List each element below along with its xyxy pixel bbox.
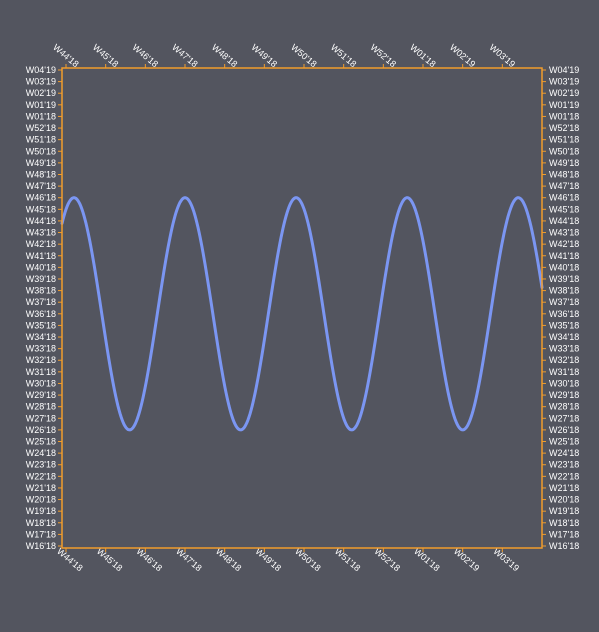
- y-tick-label-left: W02'19: [26, 88, 56, 98]
- y-tick-label-left: W23'18: [26, 460, 56, 470]
- y-tick-label-left: W34'18: [26, 332, 56, 342]
- y-tick-label-right: W21'18: [549, 483, 579, 493]
- y-tick-label-right: W18'18: [549, 518, 579, 528]
- y-tick-label-left: W17'18: [26, 529, 56, 539]
- y-tick-label-right: W50'18: [549, 146, 579, 156]
- y-tick-label-right: W44'18: [549, 216, 579, 226]
- y-tick-label-right: W27'18: [549, 413, 579, 423]
- y-tick-label-left: W38'18: [26, 286, 56, 296]
- y-tick-label-right: W02'19: [549, 88, 579, 98]
- y-tick-label-left: W24'18: [26, 448, 56, 458]
- y-tick-label-left: W47'18: [26, 181, 56, 191]
- y-tick-label-right: W19'18: [549, 506, 579, 516]
- y-tick-label-right: W39'18: [549, 274, 579, 284]
- y-tick-label-left: W41'18: [26, 251, 56, 261]
- y-tick-label-left: W50'18: [26, 146, 56, 156]
- y-tick-label-left: W48'18: [26, 169, 56, 179]
- y-tick-label-right: W25'18: [549, 437, 579, 447]
- y-tick-label-left: W32'18: [26, 355, 56, 365]
- y-tick-label-right: W32'18: [549, 355, 579, 365]
- y-tick-label-right: W49'18: [549, 158, 579, 168]
- y-tick-label-right: W45'18: [549, 204, 579, 214]
- y-tick-label-right: W01'19: [549, 100, 579, 110]
- y-tick-label-right: W33'18: [549, 344, 579, 354]
- y-tick-label-right: W23'18: [549, 460, 579, 470]
- y-tick-label-left: W35'18: [26, 320, 56, 330]
- y-tick-label-left: W20'18: [26, 495, 56, 505]
- y-tick-label-right: W41'18: [549, 251, 579, 261]
- y-tick-label-right: W37'18: [549, 297, 579, 307]
- y-tick-label-left: W16'18: [26, 541, 56, 551]
- y-tick-label-right: W16'18: [549, 541, 579, 551]
- y-tick-label-right: W30'18: [549, 378, 579, 388]
- y-tick-label-left: W39'18: [26, 274, 56, 284]
- y-tick-label-right: W31'18: [549, 367, 579, 377]
- y-tick-label-right: W26'18: [549, 425, 579, 435]
- y-tick-label-left: W30'18: [26, 378, 56, 388]
- y-tick-label-left: W19'18: [26, 506, 56, 516]
- y-tick-label-right: W38'18: [549, 286, 579, 296]
- y-tick-label-left: W29'18: [26, 390, 56, 400]
- plot-frame: [61, 67, 543, 549]
- y-tick-label-right: W20'18: [549, 495, 579, 505]
- y-tick-label-right: W04'19: [549, 65, 579, 75]
- y-tick-label-left: W44'18: [26, 216, 56, 226]
- y-tick-label-left: W04'19: [26, 65, 56, 75]
- y-tick-label-left: W21'18: [26, 483, 56, 493]
- y-tick-label-right: W51'18: [549, 135, 579, 145]
- y-tick-label-left: W31'18: [26, 367, 56, 377]
- y-tick-label-right: W52'18: [549, 123, 579, 133]
- y-tick-label-left: W18'18: [26, 518, 56, 528]
- y-tick-label-left: W42'18: [26, 239, 56, 249]
- y-tick-label-right: W35'18: [549, 320, 579, 330]
- y-tick-label-right: W43'18: [549, 228, 579, 238]
- y-tick-label-right: W17'18: [549, 529, 579, 539]
- y-tick-label-right: W42'18: [549, 239, 579, 249]
- y-tick-label-left: W25'18: [26, 437, 56, 447]
- y-tick-label-right: W28'18: [549, 402, 579, 412]
- y-tick-label-left: W43'18: [26, 228, 56, 238]
- y-tick-label-left: W40'18: [26, 262, 56, 272]
- y-tick-label-right: W36'18: [549, 309, 579, 319]
- y-tick-label-left: W49'18: [26, 158, 56, 168]
- y-tick-label-right: W40'18: [549, 262, 579, 272]
- y-tick-label-right: W34'18: [549, 332, 579, 342]
- y-tick-label-left: W46'18: [26, 193, 56, 203]
- y-tick-label-left: W36'18: [26, 309, 56, 319]
- y-tick-label-right: W29'18: [549, 390, 579, 400]
- y-tick-label-left: W28'18: [26, 402, 56, 412]
- y-tick-label-left: W52'18: [26, 123, 56, 133]
- y-tick-label-right: W48'18: [549, 169, 579, 179]
- y-tick-label-right: W24'18: [549, 448, 579, 458]
- y-tick-label-left: W22'18: [26, 471, 56, 481]
- y-tick-label-right: W22'18: [549, 471, 579, 481]
- y-tick-label-left: W45'18: [26, 204, 56, 214]
- series-line: [60, 196, 544, 432]
- y-tick-label-left: W03'19: [26, 77, 56, 87]
- y-tick-label-right: W01'18: [549, 111, 579, 121]
- y-tick-label-left: W01'18: [26, 111, 56, 121]
- y-tick-label-left: W01'19: [26, 100, 56, 110]
- y-tick-label-left: W27'18: [26, 413, 56, 423]
- y-tick-label-right: W47'18: [549, 181, 579, 191]
- y-tick-label-left: W26'18: [26, 425, 56, 435]
- y-tick-label-right: W46'18: [549, 193, 579, 203]
- y-tick-label-left: W51'18: [26, 135, 56, 145]
- y-tick-label-left: W37'18: [26, 297, 56, 307]
- y-tick-label-right: W03'19: [549, 77, 579, 87]
- y-tick-label-left: W33'18: [26, 344, 56, 354]
